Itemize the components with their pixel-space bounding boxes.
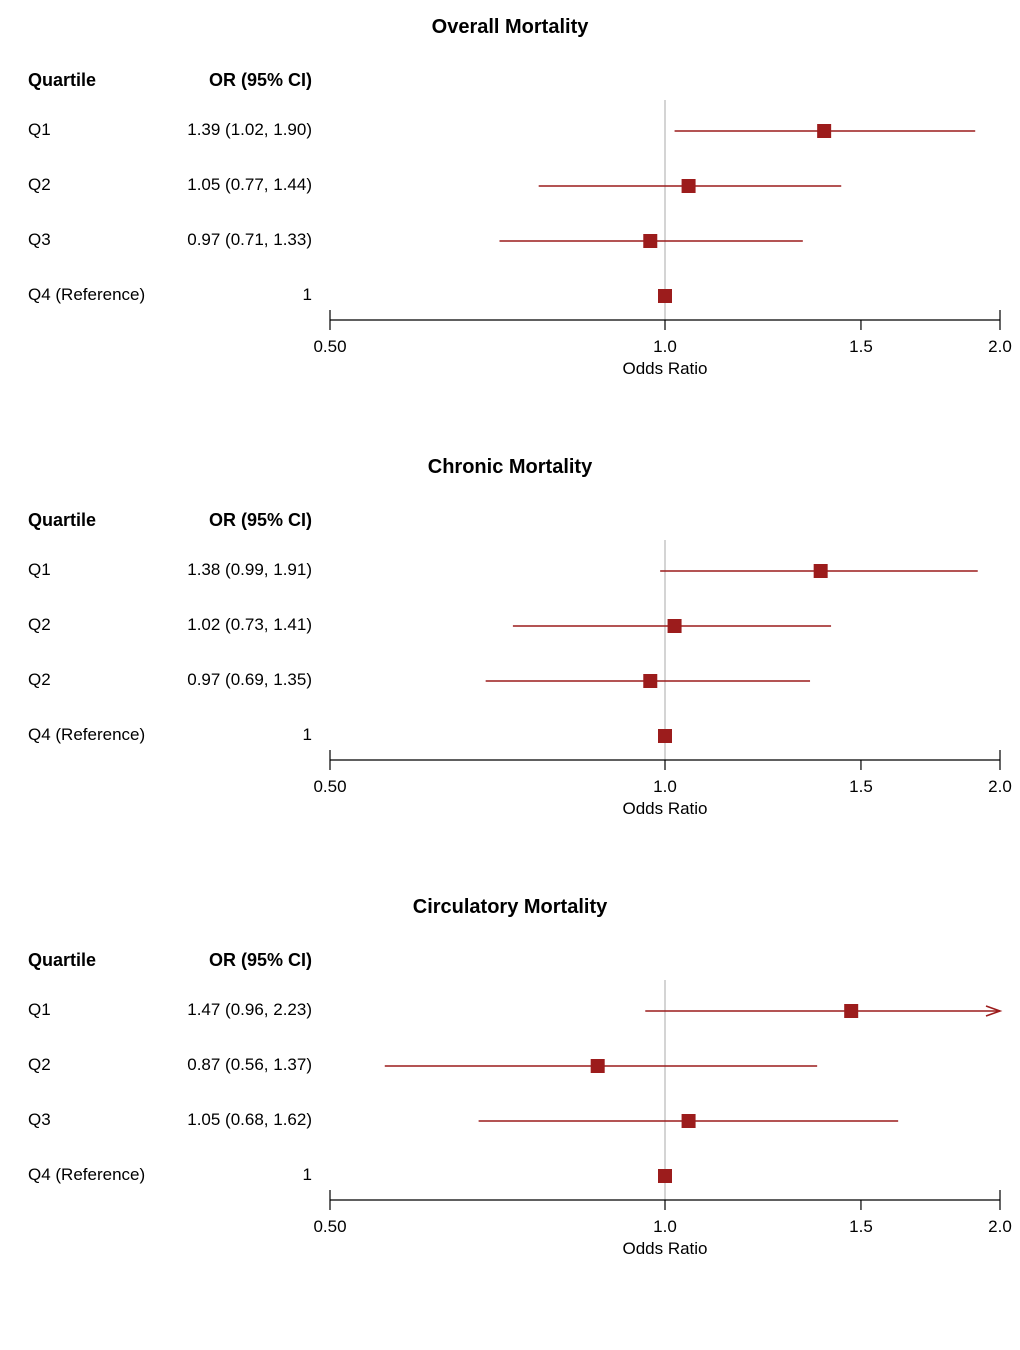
x-axis-title: Odds Ratio — [622, 1239, 707, 1258]
point-marker — [643, 674, 657, 688]
forest-panel: Chronic MortalityQuartileOR (95% CI)Q11.… — [0, 450, 1020, 880]
point-marker — [817, 124, 831, 138]
point-marker — [814, 564, 828, 578]
point-marker — [643, 234, 657, 248]
forest-plot-page: Overall MortalityQuartileOR (95% CI)Q11.… — [0, 0, 1020, 1350]
point-marker — [682, 179, 696, 193]
x-tick-label: 0.50 — [313, 337, 346, 356]
forest-panel: Overall MortalityQuartileOR (95% CI)Q11.… — [0, 10, 1020, 440]
point-marker — [658, 729, 672, 743]
x-tick-label: 1.0 — [653, 1217, 677, 1236]
x-tick-label: 2.0 — [988, 337, 1012, 356]
x-tick-label: 1.0 — [653, 337, 677, 356]
forest-plot-svg: 0.50 1.0 1.5 2.0 Odds Ratio — [0, 450, 1020, 880]
x-tick-label: 0.50 — [313, 777, 346, 796]
x-axis-title: Odds Ratio — [622, 359, 707, 378]
forest-plot-svg: 0.50 1.0 1.5 2.0 Odds Ratio — [0, 890, 1020, 1320]
x-tick-label: 1.5 — [849, 1217, 873, 1236]
point-marker — [591, 1059, 605, 1073]
forest-panel: Circulatory MortalityQuartileOR (95% CI)… — [0, 890, 1020, 1320]
x-tick-label: 1.5 — [849, 337, 873, 356]
x-tick-label: 1.5 — [849, 777, 873, 796]
forest-plot-svg: 0.50 1.0 1.5 2.0 Odds Ratio — [0, 10, 1020, 440]
point-marker — [844, 1004, 858, 1018]
x-tick-label: 1.0 — [653, 777, 677, 796]
x-tick-label: 2.0 — [988, 1217, 1012, 1236]
point-marker — [682, 1114, 696, 1128]
x-axis-title: Odds Ratio — [622, 799, 707, 818]
point-marker — [658, 289, 672, 303]
x-tick-label: 0.50 — [313, 1217, 346, 1236]
point-marker — [668, 619, 682, 633]
point-marker — [658, 1169, 672, 1183]
x-tick-label: 2.0 — [988, 777, 1012, 796]
